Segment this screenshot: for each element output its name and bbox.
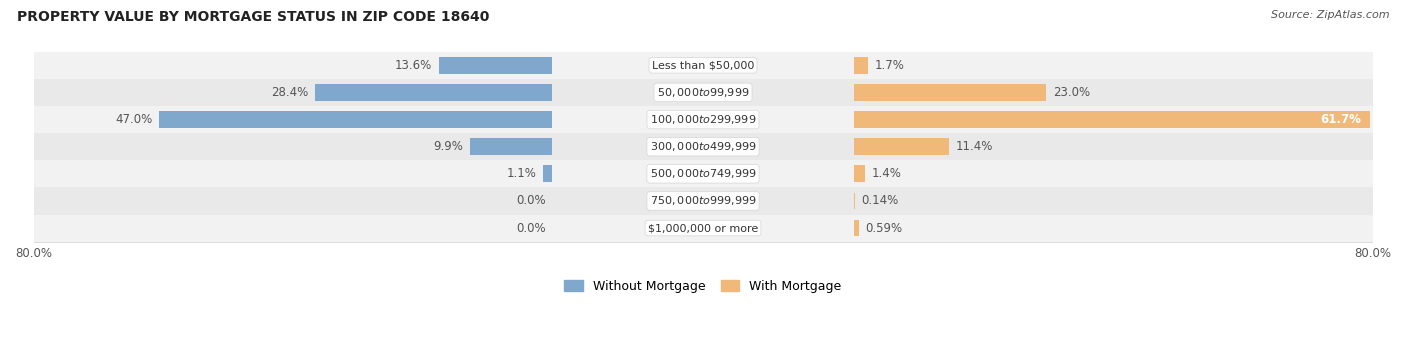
Bar <box>853 220 859 237</box>
Text: 9.9%: 9.9% <box>433 140 463 153</box>
Text: 47.0%: 47.0% <box>115 113 152 126</box>
Bar <box>34 160 1372 187</box>
Bar <box>34 52 1372 79</box>
Bar <box>34 215 1372 242</box>
Bar <box>159 111 553 128</box>
Bar <box>34 187 1372 215</box>
Text: 13.6%: 13.6% <box>395 59 432 72</box>
Bar <box>543 165 553 182</box>
Text: $500,000 to $749,999: $500,000 to $749,999 <box>650 167 756 180</box>
Bar <box>853 84 1046 101</box>
Text: 61.7%: 61.7% <box>1320 113 1361 126</box>
Bar <box>853 57 868 74</box>
Text: 11.4%: 11.4% <box>956 140 993 153</box>
Legend: Without Mortgage, With Mortgage: Without Mortgage, With Mortgage <box>564 280 842 293</box>
Text: $50,000 to $99,999: $50,000 to $99,999 <box>657 86 749 99</box>
Text: 0.59%: 0.59% <box>865 222 903 235</box>
Bar <box>315 84 553 101</box>
Text: 1.4%: 1.4% <box>872 167 901 180</box>
Text: $100,000 to $299,999: $100,000 to $299,999 <box>650 113 756 126</box>
Text: 0.0%: 0.0% <box>516 222 546 235</box>
Text: Less than $50,000: Less than $50,000 <box>652 60 754 70</box>
Text: Source: ZipAtlas.com: Source: ZipAtlas.com <box>1271 10 1389 20</box>
Bar <box>439 57 553 74</box>
Text: 1.7%: 1.7% <box>875 59 904 72</box>
Text: PROPERTY VALUE BY MORTGAGE STATUS IN ZIP CODE 18640: PROPERTY VALUE BY MORTGAGE STATUS IN ZIP… <box>17 10 489 24</box>
Bar <box>853 138 949 155</box>
Bar <box>853 165 865 182</box>
Text: 23.0%: 23.0% <box>1053 86 1090 99</box>
Bar <box>853 111 1369 128</box>
Text: $750,000 to $999,999: $750,000 to $999,999 <box>650 194 756 207</box>
Text: 0.14%: 0.14% <box>862 194 898 207</box>
Text: 0.0%: 0.0% <box>516 194 546 207</box>
Bar <box>470 138 553 155</box>
Text: $300,000 to $499,999: $300,000 to $499,999 <box>650 140 756 153</box>
Text: 1.1%: 1.1% <box>506 167 537 180</box>
Bar <box>34 133 1372 160</box>
Text: 28.4%: 28.4% <box>271 86 308 99</box>
Bar <box>34 106 1372 133</box>
Bar <box>34 79 1372 106</box>
Text: $1,000,000 or more: $1,000,000 or more <box>648 223 758 233</box>
